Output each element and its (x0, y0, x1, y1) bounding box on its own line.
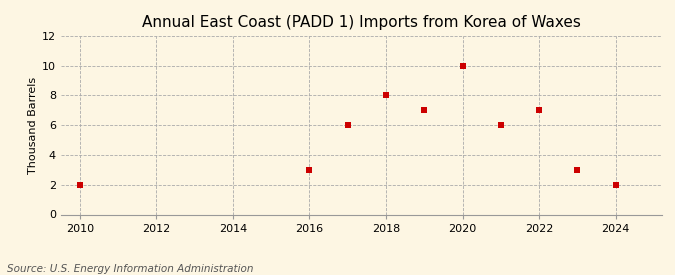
Point (534, 108, 545, 112)
Point (342, 123, 353, 127)
Title: Annual East Coast (PADD 1) Imports from Korea of Waxes: Annual East Coast (PADD 1) Imports from … (142, 15, 580, 31)
Point (74, 183, 85, 187)
Point (419, 108, 430, 112)
Point (495, 123, 506, 127)
Point (572, 167, 583, 172)
Point (610, 183, 621, 187)
Point (457, 63, 468, 68)
Y-axis label: Thousand Barrels: Thousand Barrels (28, 76, 38, 174)
Point (381, 93, 392, 98)
Text: Source: U.S. Energy Information Administration: Source: U.S. Energy Information Administ… (7, 264, 253, 274)
Point (304, 167, 315, 172)
